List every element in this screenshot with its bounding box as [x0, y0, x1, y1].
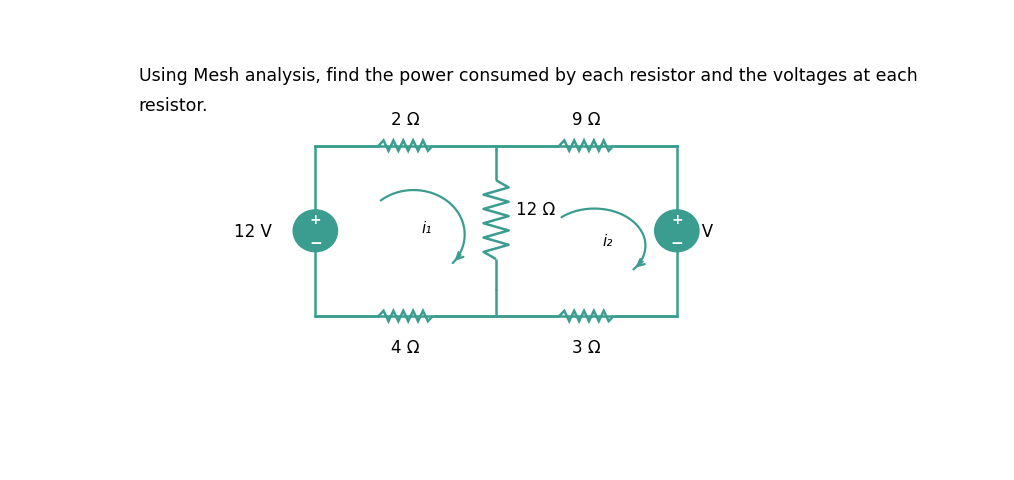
- Text: resistor.: resistor.: [139, 96, 208, 114]
- Text: 9 Ω: 9 Ω: [572, 110, 600, 129]
- Text: +: +: [671, 213, 682, 227]
- Text: 12 V: 12 V: [234, 222, 272, 240]
- Text: 3 Ω: 3 Ω: [572, 338, 600, 357]
- Text: i₂: i₂: [602, 233, 612, 248]
- Text: −: −: [670, 235, 683, 250]
- Text: −: −: [309, 235, 321, 250]
- Text: Using Mesh analysis, find the power consumed by each resistor and the voltages a: Using Mesh analysis, find the power cons…: [139, 67, 918, 85]
- Ellipse shape: [294, 211, 337, 252]
- Ellipse shape: [655, 211, 699, 252]
- Text: 8 V: 8 V: [686, 222, 714, 240]
- Text: 2 Ω: 2 Ω: [391, 110, 420, 129]
- Text: i₁: i₁: [422, 221, 432, 236]
- Text: 12 Ω: 12 Ω: [516, 200, 555, 218]
- Text: 4 Ω: 4 Ω: [391, 338, 420, 357]
- Text: +: +: [309, 213, 321, 227]
